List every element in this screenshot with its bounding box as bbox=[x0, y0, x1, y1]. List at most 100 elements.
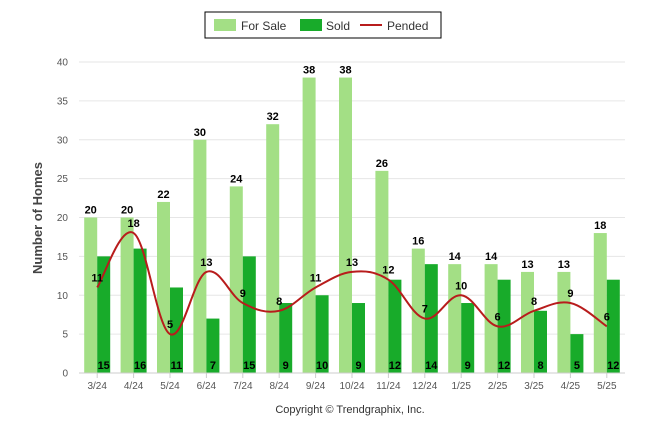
legend: For Sale Sold Pended bbox=[204, 11, 442, 39]
y-tick-label: 10 bbox=[57, 291, 69, 302]
bar-for-sale[interactable] bbox=[521, 271, 534, 373]
data-label-for-sale: 26 bbox=[376, 158, 388, 170]
data-label-for-sale: 30 bbox=[194, 127, 206, 139]
bar-sold[interactable] bbox=[170, 287, 183, 373]
y-tick-label: 25 bbox=[57, 174, 69, 185]
y-tick-label: 40 bbox=[57, 58, 69, 69]
data-label-sold: 9 bbox=[465, 360, 471, 372]
data-label-for-sale: 16 bbox=[412, 236, 424, 248]
bar-for-sale[interactable] bbox=[84, 217, 98, 374]
x-tick-label: 9/24 bbox=[306, 381, 326, 392]
x-tick-label: 3/25 bbox=[524, 381, 544, 392]
x-axis-ticks: 3/24 4/24 5/24 6/24 7/24 8/24 9/24 10/24 11/24 12… bbox=[87, 373, 617, 392]
data-label-pended: 6 bbox=[495, 311, 501, 323]
bar-sold[interactable] bbox=[570, 334, 584, 373]
y-axis-ticks: 0 5 10 15 20 25 30 35 40 bbox=[57, 58, 69, 380]
bar-for-sale[interactable] bbox=[157, 201, 170, 373]
data-label-pended: 13 bbox=[346, 257, 358, 269]
data-label-sold: 12 bbox=[389, 360, 401, 372]
x-tick-label: 5/25 bbox=[597, 381, 617, 392]
data-label-sold: 8 bbox=[537, 360, 543, 372]
data-label-sold: 16 bbox=[134, 360, 146, 372]
data-label-sold: 12 bbox=[607, 360, 619, 372]
bar-for-sale[interactable] bbox=[229, 186, 243, 373]
data-labels: 20 15 20 16 22 11 30 7 24 15 32 9 38 10 38 9 26 12 16 14 14 9… bbox=[85, 65, 620, 372]
x-tick-label: 2/25 bbox=[488, 381, 508, 392]
bar-for-sale[interactable] bbox=[339, 77, 352, 374]
data-label-for-sale: 22 bbox=[157, 189, 169, 201]
bar-for-sale[interactable] bbox=[593, 233, 607, 373]
legend-swatch-sold[interactable] bbox=[300, 19, 322, 31]
x-tick-label: 6/24 bbox=[197, 381, 217, 392]
data-label-pended: 12 bbox=[382, 265, 394, 277]
bar-for-sale[interactable] bbox=[557, 271, 571, 373]
x-tick-label: 5/24 bbox=[160, 381, 180, 392]
data-label-pended: 8 bbox=[531, 296, 537, 308]
bar-sold[interactable] bbox=[97, 256, 111, 373]
legend-label-pended[interactable]: Pended bbox=[387, 19, 428, 33]
data-label-sold: 15 bbox=[98, 360, 110, 372]
data-label-sold: 14 bbox=[425, 360, 438, 372]
pended-line[interactable] bbox=[96, 231, 608, 336]
data-label-for-sale: 32 bbox=[267, 111, 279, 123]
bar-sold[interactable] bbox=[242, 256, 256, 373]
bar-sold[interactable] bbox=[315, 295, 329, 373]
legend-label-for-sale[interactable]: For Sale bbox=[241, 19, 287, 33]
bars bbox=[84, 77, 620, 374]
data-label-sold: 5 bbox=[574, 360, 580, 372]
x-tick-label: 3/24 bbox=[87, 381, 107, 392]
x-tick-label: 10/24 bbox=[339, 381, 364, 392]
bar-for-sale[interactable] bbox=[120, 217, 134, 374]
data-label-pended: 13 bbox=[200, 257, 212, 269]
data-label-pended: 11 bbox=[91, 272, 103, 284]
y-tick-label: 0 bbox=[62, 369, 68, 380]
data-label-sold: 9 bbox=[355, 360, 361, 372]
x-tick-label: 8/24 bbox=[269, 381, 289, 392]
data-label-for-sale: 13 bbox=[558, 259, 570, 271]
x-tick-label: 1/25 bbox=[451, 381, 471, 392]
bar-sold[interactable] bbox=[461, 303, 475, 373]
bar-for-sale[interactable] bbox=[484, 264, 498, 373]
bar-sold[interactable] bbox=[352, 303, 365, 373]
legend-swatch-for-sale[interactable] bbox=[214, 19, 236, 31]
data-label-pended: 5 bbox=[167, 319, 173, 331]
bar-for-sale[interactable] bbox=[193, 139, 207, 373]
y-tick-label: 15 bbox=[57, 252, 69, 263]
bar-sold[interactable] bbox=[388, 279, 402, 373]
data-label-pended: 9 bbox=[240, 288, 246, 300]
bar-for-sale[interactable] bbox=[448, 264, 462, 373]
x-tick-label: 4/25 bbox=[561, 381, 581, 392]
y-axis-label: Number of Homes bbox=[30, 162, 45, 274]
data-label-pended: 6 bbox=[604, 311, 610, 323]
bar-sold[interactable] bbox=[606, 279, 620, 373]
data-label-pended: 10 bbox=[455, 280, 467, 292]
x-tick-label: 7/24 bbox=[233, 381, 253, 392]
y-tick-label: 20 bbox=[57, 213, 69, 224]
data-label-for-sale: 14 bbox=[449, 251, 462, 263]
bar-for-sale[interactable] bbox=[302, 77, 316, 374]
data-label-sold: 10 bbox=[316, 360, 328, 372]
data-label-sold: 9 bbox=[283, 360, 289, 372]
data-label-sold: 12 bbox=[498, 360, 510, 372]
bar-sold[interactable] bbox=[279, 303, 293, 373]
bar-sold[interactable] bbox=[206, 318, 220, 373]
data-label-sold: 7 bbox=[210, 360, 216, 372]
x-tick-label: 12/24 bbox=[412, 381, 437, 392]
legend-label-sold[interactable]: Sold bbox=[326, 19, 350, 33]
pended-line-layer bbox=[96, 231, 608, 336]
bar-sold[interactable] bbox=[133, 248, 147, 373]
bar-for-sale[interactable] bbox=[411, 248, 425, 373]
data-label-for-sale: 13 bbox=[521, 259, 533, 271]
copyright-footer: Copyright © Trendgraphix, Inc. bbox=[275, 404, 424, 416]
data-label-sold: 15 bbox=[243, 360, 255, 372]
y-tick-label: 5 bbox=[62, 330, 68, 341]
data-label-pended: 18 bbox=[127, 218, 139, 230]
y-tick-label: 30 bbox=[57, 135, 69, 146]
bar-for-sale[interactable] bbox=[266, 124, 280, 373]
bar-sold[interactable] bbox=[534, 310, 547, 373]
bar-for-sale[interactable] bbox=[375, 170, 389, 373]
x-tick-label: 4/24 bbox=[124, 381, 144, 392]
data-label-sold: 11 bbox=[171, 360, 183, 372]
legend-box bbox=[204, 11, 442, 39]
